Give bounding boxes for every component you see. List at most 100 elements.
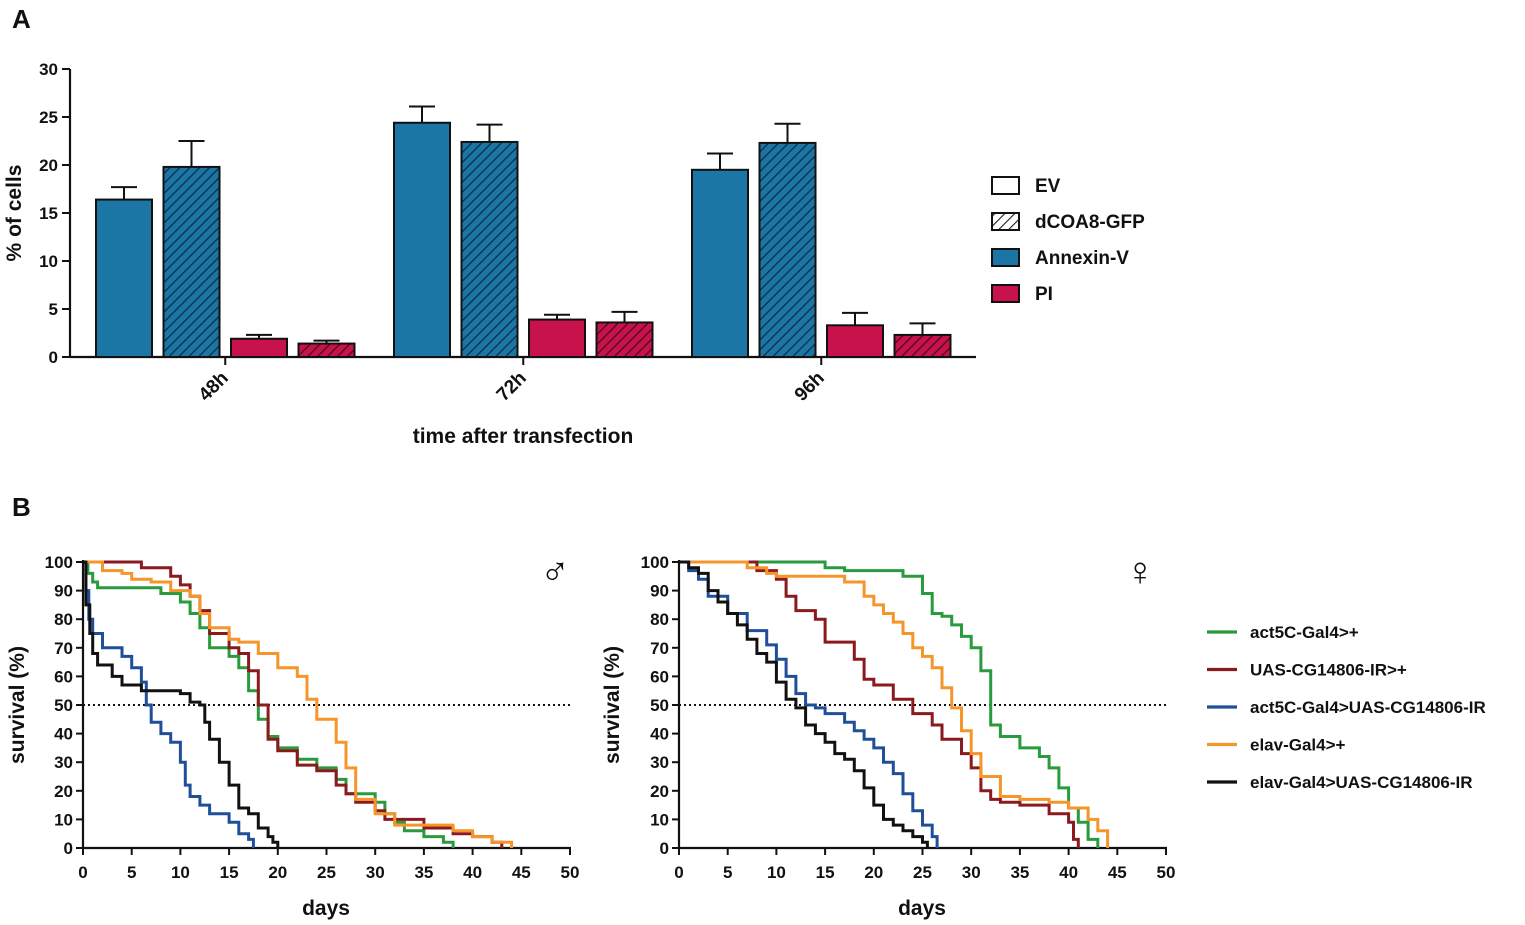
- bar: [758, 141, 817, 358]
- panel-label-a: A: [12, 4, 31, 34]
- survival-female-x-tick-label: 30: [962, 863, 981, 882]
- bar: [460, 140, 519, 358]
- survival-female-series-line: [679, 560, 1080, 848]
- survival-male-y-axis-title: survival (%): [6, 646, 29, 764]
- survival-female-y-tick-label: 70: [650, 639, 669, 658]
- survival-male-series-line: [83, 560, 255, 848]
- legend-label: dCOA8-GFP: [1035, 212, 1145, 233]
- survival-female-y-tick-label: 60: [650, 667, 669, 686]
- survival-male-y-tick-label: 20: [54, 782, 73, 801]
- survival-male-x-tick-label: 35: [414, 863, 433, 882]
- bar: [826, 324, 884, 359]
- survival-female-x-tick-label: 50: [1157, 863, 1176, 882]
- survival-male-y-tick-label: 50: [54, 696, 73, 715]
- bar: [393, 121, 451, 359]
- bar-chart-category-label: 96h: [791, 368, 829, 406]
- bar-chart-y-tick-label: 20: [39, 156, 58, 175]
- survival-male-x-axis-title: days: [302, 897, 350, 920]
- legend-label: elav-Gal4>UAS-CG14806-IR: [1250, 773, 1473, 792]
- legend-label: Annexin-V: [1035, 248, 1129, 269]
- legend-label: PI: [1035, 284, 1053, 305]
- bar: [162, 165, 221, 358]
- survival-female-y-tick-label: 20: [650, 782, 669, 801]
- survival-female-series-line: [679, 560, 1100, 848]
- bar-chart-y-tick-label: 10: [39, 252, 58, 271]
- female-symbol: ♀: [1125, 550, 1155, 594]
- panel-label-b: B: [12, 492, 31, 522]
- survival-female-series-line: [679, 560, 939, 848]
- survival-male-x-tick-label: 20: [268, 863, 287, 882]
- bar-chart-category-label: 48h: [195, 368, 233, 406]
- survival-male-x-tick-label: 50: [561, 863, 580, 882]
- bar: [297, 342, 356, 358]
- survival-male-x-tick-label: 15: [220, 863, 239, 882]
- bar-chart-axes: 0 5 10 15 20 25 30: [39, 60, 976, 367]
- survival-female-x-tick-label: 15: [816, 863, 835, 882]
- legend-label: act5C-Gal4>+: [1250, 623, 1359, 642]
- survival-male-y-tick-label: 70: [54, 639, 73, 658]
- bar-chart-y-tick-label: 15: [39, 204, 58, 223]
- bar: [528, 318, 586, 358]
- male-symbol: ♂: [540, 550, 570, 594]
- survival-female-x-tick-label: 40: [1059, 863, 1078, 882]
- legend-swatch: [991, 284, 1020, 303]
- survival-male-series-line: [83, 560, 280, 848]
- survival-female-x-tick-label: 45: [1108, 863, 1127, 882]
- survival-male-y-tick-label: 30: [54, 753, 73, 772]
- survival-male-x-tick-label: 25: [317, 863, 336, 882]
- survival-female-axes: 0 10 20 30 40 50 60 70 80 90 100 0 5 10 15 20 25 30 35 40 45…: [641, 553, 1176, 882]
- survival-male-y-tick-label: 10: [54, 810, 73, 829]
- survival-male-y-tick-label: 90: [54, 582, 73, 601]
- survival-male-lines: [83, 560, 514, 848]
- survival-legend: act5C-Gal4>+ UAS-CG14806-IR>+ act5C-Gal4>U…: [1207, 623, 1486, 792]
- survival-male-x-tick-label: 30: [366, 863, 385, 882]
- survival-male-y-tick-label: 40: [54, 725, 73, 744]
- bar: [893, 333, 952, 359]
- bar-chart-y-tick-label: 30: [39, 60, 58, 79]
- survival-female-x-tick-label: 25: [913, 863, 932, 882]
- legend-label: act5C-Gal4>UAS-CG14806-IR: [1250, 698, 1486, 717]
- survival-male-x-tick-label: 45: [512, 863, 531, 882]
- bar: [230, 337, 288, 359]
- legend-label: elav-Gal4>+: [1250, 736, 1346, 755]
- survival-female-y-tick-label: 10: [650, 810, 669, 829]
- survival-female-x-tick-label: 0: [674, 863, 683, 882]
- survival-female-series-line: [679, 560, 929, 848]
- survival-male-series-line: [83, 560, 514, 848]
- bar-chart-bars: [95, 105, 952, 359]
- legend-swatch: [991, 176, 1020, 195]
- survival-female-x-tick-label: 35: [1010, 863, 1029, 882]
- survival-male-y-tick-label: 80: [54, 610, 73, 629]
- survival-female-y-tick-label: 40: [650, 725, 669, 744]
- survival-female-x-tick-label: 5: [723, 863, 732, 882]
- bar-chart-y-tick-label: 5: [49, 300, 58, 319]
- bar: [95, 198, 153, 358]
- survival-female-y-tick-label: 100: [641, 553, 669, 572]
- survival-female-lines: [679, 560, 1110, 848]
- survival-female-y-axis-title: survival (%): [601, 646, 624, 764]
- survival-chart-female: 0 10 20 30 40 50 60 70 80 90 100 0 5 10 15 20 25 30 35 40 45…: [601, 550, 1175, 920]
- survival-male-axes: 0 10 20 30 40 50 60 70 80 90 100 0 5 10 15 20 25 30 35 40 45…: [45, 553, 580, 882]
- bar-chart-x-axis-title: time after transfection: [413, 425, 634, 448]
- survival-male-x-tick-label: 40: [463, 863, 482, 882]
- bar-chart-labels: 48h 72h 96h: [195, 368, 829, 406]
- survival-male-y-tick-label: 0: [64, 839, 73, 858]
- survival-female-x-axis-title: days: [898, 897, 946, 920]
- survival-male-x-tick-label: 5: [127, 863, 136, 882]
- bar-chart-y-tick-label: 25: [39, 108, 58, 127]
- bar-chart-y-tick-label: 0: [49, 348, 58, 367]
- survival-chart-male: 0 10 20 30 40 50 60 70 80 90 100 0 5 10 15 20 25 30 35 40 45…: [6, 550, 579, 920]
- legend-label: UAS-CG14806-IR>+: [1250, 661, 1407, 680]
- survival-male-y-tick-label: 100: [45, 553, 73, 572]
- survival-female-y-tick-label: 0: [660, 839, 669, 858]
- survival-male-y-tick-label: 60: [54, 667, 73, 686]
- survival-female-y-tick-label: 30: [650, 753, 669, 772]
- bar: [691, 168, 749, 358]
- legend-label: EV: [1035, 176, 1061, 197]
- survival-female-series-line: [679, 560, 1110, 848]
- survival-female-y-tick-label: 90: [650, 582, 669, 601]
- survival-female-y-tick-label: 50: [650, 696, 669, 715]
- survival-female-x-tick-label: 20: [864, 863, 883, 882]
- bar-chart-category-label: 72h: [493, 368, 531, 406]
